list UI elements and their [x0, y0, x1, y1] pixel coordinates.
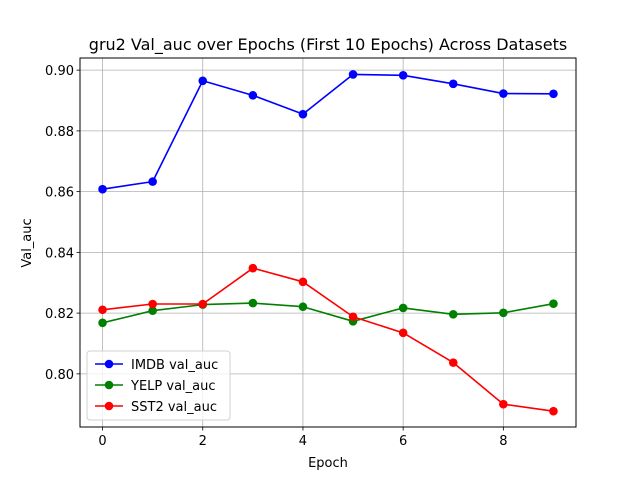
- y-tick-label: 0.84: [45, 246, 74, 261]
- data-point: [398, 328, 408, 338]
- series-line: [102, 73, 554, 190]
- series-imdb: [98, 70, 558, 194]
- legend-swatch-marker: [104, 359, 114, 369]
- legend-label: IMDB val_auc: [131, 358, 218, 373]
- legend-swatch-marker: [104, 380, 114, 390]
- series-yelp: [98, 298, 558, 328]
- y-axis-title: Val_auc: [20, 218, 35, 267]
- x-tick-label: 0: [98, 434, 106, 449]
- x-axis-title: Epoch: [308, 456, 348, 471]
- x-tick-label: 4: [299, 434, 307, 449]
- series-line: [102, 302, 554, 324]
- data-point: [499, 89, 508, 98]
- data-point: [499, 399, 508, 409]
- data-point: [98, 184, 107, 194]
- y-tick-label: 0.80: [45, 368, 74, 383]
- series-sst2: [98, 263, 558, 416]
- data-point: [448, 79, 458, 89]
- y-tick-label: 0.86: [45, 186, 74, 201]
- data-point: [298, 109, 308, 119]
- axis-ticks: 0 2 4 6 8 0.80 0.82 0.84 0.86 0.88 0.90: [45, 64, 507, 449]
- data-point: [448, 310, 458, 319]
- y-tick-label: 0.88: [45, 125, 74, 140]
- data-point: [398, 71, 408, 80]
- data-point: [248, 298, 258, 308]
- data-point: [148, 177, 157, 186]
- legend-item: YELP val_auc: [95, 379, 216, 394]
- data-point: [198, 76, 208, 86]
- data-point: [549, 89, 558, 99]
- data-point: [248, 263, 258, 273]
- legend-label: SST2 val_auc: [131, 400, 217, 415]
- data-point: [148, 306, 157, 315]
- data-point: [98, 305, 107, 315]
- data-point: [448, 358, 458, 367]
- legend-label: YELP val_auc: [130, 379, 216, 394]
- x-tick-label: 2: [199, 434, 207, 449]
- y-tick-label: 0.82: [45, 307, 74, 322]
- data-point: [398, 303, 408, 313]
- series-group: [98, 70, 558, 416]
- data-point: [298, 277, 308, 287]
- data-point: [248, 91, 258, 100]
- data-point: [499, 308, 508, 318]
- legend-item: SST2 val_auc: [95, 400, 217, 415]
- grid-lines: [80, 58, 576, 427]
- x-tick-label: 6: [399, 434, 407, 449]
- data-point: [148, 299, 157, 309]
- data-point: [298, 302, 308, 312]
- data-point: [98, 318, 107, 328]
- legend: IMDB val_auc YELP val_auc SST2 val_auc: [86, 350, 231, 421]
- x-tick-label: 8: [499, 434, 507, 449]
- data-point: [198, 299, 208, 309]
- y-tick-label: 0.90: [45, 64, 74, 79]
- chart-title: gru2 Val_auc over Epochs (First 10 Epoch…: [89, 35, 567, 55]
- data-point: [348, 70, 358, 79]
- data-point: [348, 312, 358, 322]
- legend-box: [86, 350, 231, 421]
- series-line: [102, 267, 554, 412]
- plot-frame: [79, 57, 577, 428]
- legend-item: IMDB val_auc: [95, 358, 218, 373]
- data-point: [549, 406, 558, 416]
- data-point: [549, 299, 558, 308]
- legend-swatch-marker: [104, 401, 114, 411]
